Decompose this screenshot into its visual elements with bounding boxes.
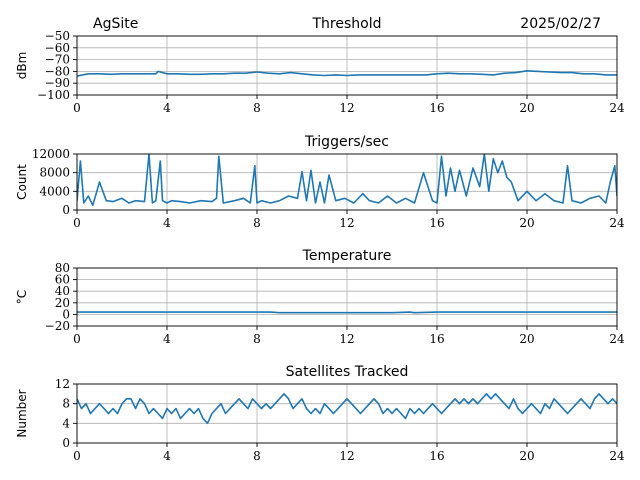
y-tick-label-2-5: 80 bbox=[55, 261, 70, 275]
y-tick-label-0-0: −100 bbox=[37, 88, 70, 102]
y-tick-label-1-3: 12000 bbox=[32, 147, 70, 161]
panels: 0 4 8 12 16 20 24 −100−90−80−70−60−50 Threshold d… bbox=[15, 16, 625, 463]
x-tick-label-2-1: 4 bbox=[163, 332, 171, 346]
y-tick-label-0-5: −50 bbox=[45, 29, 70, 43]
report-date: 2025/02/27 bbox=[520, 16, 601, 32]
y-tick-label-2-1: 0 bbox=[62, 307, 70, 321]
x-tick-label-3-0: 0 bbox=[73, 449, 81, 463]
x-tick-label-3-3: 12 bbox=[339, 449, 354, 463]
x-tick-label-0-3: 12 bbox=[339, 101, 354, 115]
x-tick-label-0-6: 24 bbox=[609, 101, 625, 115]
x-tick-label-3-2: 8 bbox=[253, 449, 261, 463]
x-tick-label-1-3: 12 bbox=[339, 216, 354, 230]
y-tick-label-2-3: 40 bbox=[55, 284, 70, 298]
x-tick-label-2-4: 16 bbox=[429, 332, 444, 346]
panel-3: 0 4 8 12 16 20 24 0 4 8 12 Satellites Tracked Number bbox=[15, 364, 625, 463]
y-tick-label-2-0: −20 bbox=[45, 319, 70, 333]
x-tick-label-1-4: 16 bbox=[429, 216, 444, 230]
y-axis-label-0: dBm bbox=[15, 52, 29, 80]
y-axis-label-2: °C bbox=[15, 290, 29, 304]
x-tick-label-2-2: 8 bbox=[253, 332, 261, 346]
series-line-1 bbox=[77, 154, 617, 207]
x-tick-label-3-6: 24 bbox=[609, 449, 625, 463]
x-tick-label-0-5: 20 bbox=[519, 101, 534, 115]
panel-0: 0 4 8 12 16 20 24 −100−90−80−70−60−50 Threshold d… bbox=[15, 16, 625, 115]
y-tick-label-1-2: 8000 bbox=[39, 166, 70, 180]
x-tick-label-2-0: 0 bbox=[73, 332, 81, 346]
y-tick-label-0-4: −60 bbox=[45, 41, 70, 55]
panel-1: 0 4 8 12 16 20 24 0 4000 8000 12000 Triggers/sec Cou… bbox=[15, 134, 625, 230]
x-tick-label-1-1: 4 bbox=[163, 216, 171, 230]
y-tick-label-3-0: 0 bbox=[62, 436, 70, 450]
x-tick-label-3-4: 16 bbox=[429, 449, 444, 463]
x-tick-label-0-0: 0 bbox=[73, 101, 81, 115]
x-tick-label-3-1: 4 bbox=[163, 449, 171, 463]
series-line-2 bbox=[77, 311, 617, 314]
panel-title-2: Temperature bbox=[302, 248, 392, 264]
x-tick-label-2-5: 20 bbox=[519, 332, 534, 346]
y-tick-label-3-1: 4 bbox=[62, 416, 70, 430]
y-tick-label-3-3: 12 bbox=[55, 377, 70, 391]
y-tick-label-0-2: −80 bbox=[45, 64, 70, 78]
panel-title-0: Threshold bbox=[312, 16, 382, 32]
x-tick-label-0-4: 16 bbox=[429, 101, 444, 115]
x-tick-label-1-5: 20 bbox=[519, 216, 534, 230]
site-name: AgSite bbox=[93, 16, 138, 32]
y-tick-label-1-1: 4000 bbox=[39, 184, 70, 198]
panel-title-1: Triggers/sec bbox=[304, 134, 389, 150]
y-tick-label-0-1: −90 bbox=[45, 76, 70, 90]
series-line-0 bbox=[77, 70, 617, 77]
x-tick-label-0-2: 8 bbox=[253, 101, 261, 115]
x-tick-label-1-0: 0 bbox=[73, 216, 81, 230]
x-tick-label-0-1: 4 bbox=[163, 101, 171, 115]
y-tick-label-2-4: 60 bbox=[55, 273, 70, 287]
y-tick-label-3-2: 8 bbox=[62, 397, 70, 411]
series-line-3 bbox=[77, 392, 617, 425]
y-tick-label-2-2: 20 bbox=[55, 296, 70, 310]
x-tick-label-1-2: 8 bbox=[253, 216, 261, 230]
y-tick-label-1-0: 0 bbox=[62, 203, 70, 217]
x-tick-label-2-6: 24 bbox=[609, 332, 625, 346]
panel-title-3: Satellites Tracked bbox=[286, 364, 409, 380]
y-axis-label-1: Count bbox=[15, 164, 29, 200]
y-tick-label-0-3: −70 bbox=[45, 53, 70, 67]
x-tick-label-1-6: 24 bbox=[609, 216, 625, 230]
y-axis-label-3: Number bbox=[15, 389, 29, 437]
x-tick-label-3-5: 20 bbox=[519, 449, 534, 463]
x-tick-label-2-3: 12 bbox=[339, 332, 354, 346]
